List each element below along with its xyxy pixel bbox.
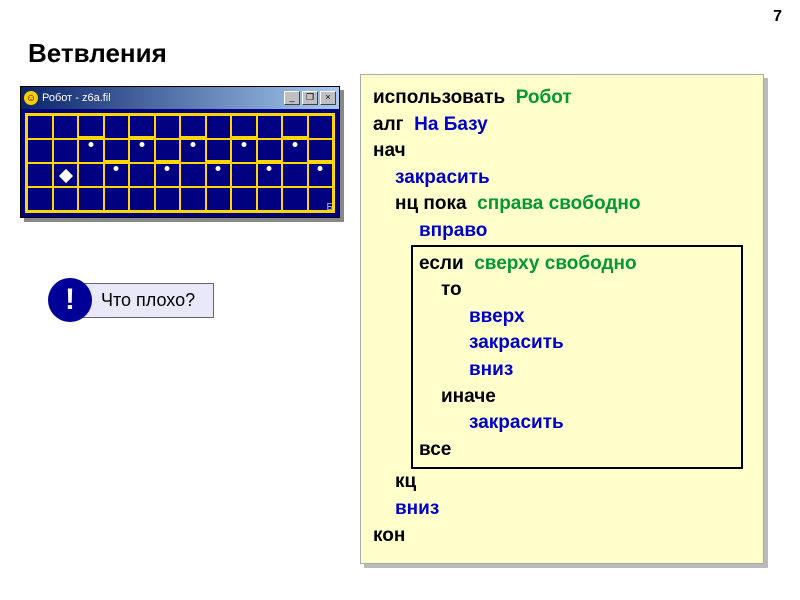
grid-cell <box>308 115 334 139</box>
grid-cell <box>231 139 257 163</box>
grid-cell <box>257 163 283 187</box>
grid-cell <box>180 163 206 187</box>
grid-cell <box>257 187 283 211</box>
grid-cell <box>206 115 232 139</box>
minimize-button[interactable]: _ <box>284 91 300 105</box>
grid-cell <box>27 139 53 163</box>
code-line: закрасить <box>419 410 735 437</box>
grid-cell <box>180 139 206 163</box>
grid-cell <box>129 139 155 163</box>
callout: ! Что плохо? <box>48 278 214 322</box>
code-line: вверх <box>419 304 735 331</box>
grid-cell <box>53 187 79 211</box>
grid-cell <box>282 163 308 187</box>
grid-cell <box>129 187 155 211</box>
grid-cell <box>180 187 206 211</box>
code-line: закрасить <box>419 330 735 357</box>
window-caption: Робот - z6a.fil <box>42 92 282 104</box>
code-line: иначе <box>419 384 735 411</box>
grid-cell <box>282 187 308 211</box>
grid-cell <box>78 163 104 187</box>
app-icon: ☺ <box>24 91 38 105</box>
grid-cell <box>104 163 130 187</box>
grid-cell <box>27 115 53 139</box>
base-label: Б <box>326 202 333 213</box>
grid-cell <box>308 163 334 187</box>
grid-cell <box>257 139 283 163</box>
grid-cell <box>257 115 283 139</box>
code-line: кц <box>373 469 751 496</box>
grid-cell <box>27 163 53 187</box>
grid-cell <box>104 139 130 163</box>
callout-text: Что плохо? <box>78 283 214 318</box>
code-line: нач <box>373 138 751 165</box>
grid-cell <box>155 139 181 163</box>
robot-grid <box>25 113 335 213</box>
grid-cell <box>129 163 155 187</box>
code-line: вниз <box>373 496 751 523</box>
code-line: кон <box>373 523 751 550</box>
code-panel: использовать Робот алг На Базу нач закра… <box>360 74 764 564</box>
grid-cell <box>155 187 181 211</box>
grid-cell <box>206 139 232 163</box>
maximize-button[interactable]: ❐ <box>302 91 318 105</box>
code-line: если сверху свободно <box>419 251 735 278</box>
robot-window: ☺ Робот - z6a.fil _ ❐ × Б <box>20 86 340 218</box>
slide-title: Ветвления <box>28 38 167 69</box>
grid-cell <box>53 163 79 187</box>
grid-cell <box>53 139 79 163</box>
grid-cell <box>282 139 308 163</box>
code-line: то <box>419 277 735 304</box>
code-line: алг На Базу <box>373 112 751 139</box>
exclamation-icon: ! <box>48 278 92 322</box>
robot-field: Б <box>21 109 339 217</box>
code-line: вниз <box>419 357 735 384</box>
robot-marker <box>58 169 72 183</box>
grid-cell <box>78 187 104 211</box>
titlebar[interactable]: ☺ Робот - z6a.fil _ ❐ × <box>21 87 339 109</box>
grid-cell <box>129 115 155 139</box>
code-line: использовать Робот <box>373 85 751 112</box>
code-line: закрасить <box>373 165 751 192</box>
grid-cell <box>78 115 104 139</box>
grid-cell <box>53 115 79 139</box>
page-number: 7 <box>773 8 782 26</box>
grid-cell <box>155 115 181 139</box>
grid-cell <box>231 187 257 211</box>
grid-cell <box>104 187 130 211</box>
close-button[interactable]: × <box>320 91 336 105</box>
grid-cell <box>308 139 334 163</box>
code-line: все <box>419 437 735 464</box>
grid-cell <box>180 115 206 139</box>
code-line: нц пока справа свободно <box>373 191 751 218</box>
grid-cell <box>78 139 104 163</box>
grid-cell <box>282 115 308 139</box>
grid-cell <box>155 163 181 187</box>
grid-cell <box>206 187 232 211</box>
code-line: вправо <box>373 218 751 245</box>
grid-cell <box>231 163 257 187</box>
grid-cell <box>104 115 130 139</box>
grid-cell <box>27 187 53 211</box>
grid-cell <box>206 163 232 187</box>
grid-cell <box>231 115 257 139</box>
if-block: если сверху свободно то вверх закрасить … <box>411 245 743 470</box>
